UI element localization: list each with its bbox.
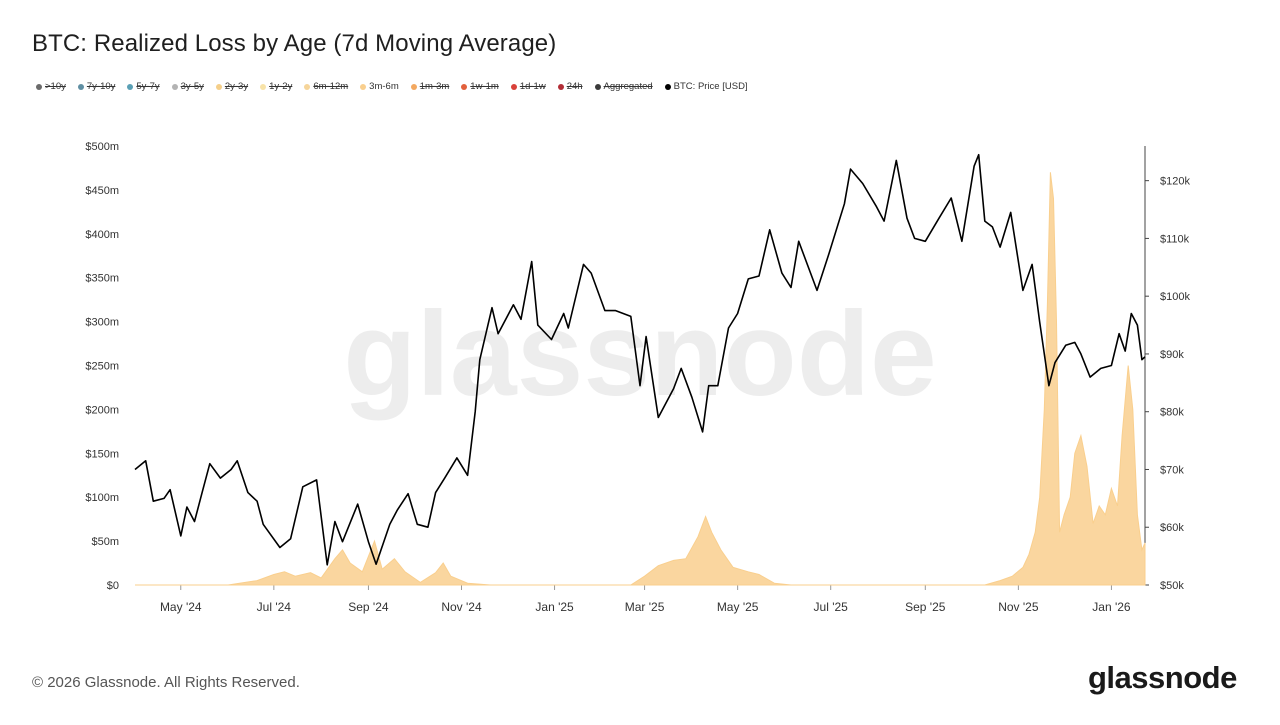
legend-item[interactable]: >10y xyxy=(36,81,66,92)
legend-item[interactable]: 24h xyxy=(557,81,583,92)
legend-dot-icon xyxy=(36,83,42,90)
y-left-tick-label: $0 xyxy=(107,580,119,592)
legend-item[interactable]: 1d-1w xyxy=(510,81,546,92)
legend-item[interactable]: 2y-3y xyxy=(215,81,249,92)
legend-label: 24h xyxy=(566,81,583,92)
legend-dot-icon xyxy=(510,83,517,90)
legend-item[interactable]: Aggregated xyxy=(594,81,653,92)
x-tick-label: Jul '24 xyxy=(257,600,292,614)
x-tick-label: Jul '25 xyxy=(814,600,849,614)
y-right-tick-label: $90k xyxy=(1160,349,1184,361)
legend-label: 3y-5y xyxy=(180,81,204,92)
legend-dot-icon xyxy=(77,83,84,90)
watermark-text: glassnode xyxy=(343,287,937,421)
legend-dot-icon xyxy=(360,83,367,90)
legend-item[interactable]: 3m-6m xyxy=(360,81,399,92)
y-left-tick-label: $350m xyxy=(85,273,119,285)
y-left-tick-label: $100m xyxy=(85,492,119,504)
legend-dot-icon xyxy=(171,83,178,90)
y-right-tick-label: $80k xyxy=(1160,407,1184,419)
legend-item[interactable]: 7y-10y xyxy=(77,81,116,92)
x-tick-label: Nov '24 xyxy=(441,600,482,614)
y-right-tick-label: $70k xyxy=(1160,464,1184,476)
legend-dot-icon xyxy=(304,83,311,90)
legend-item[interactable]: 1w-1m xyxy=(461,81,499,92)
legend-dot-icon xyxy=(410,83,417,90)
y-right-tick-label: $110k xyxy=(1160,233,1190,245)
copyright-footer: © 2026 Glassnode. All Rights Reserved. xyxy=(32,674,300,691)
y-left-tick-label: $400m xyxy=(85,229,119,241)
legend-dot-icon xyxy=(127,83,134,90)
x-tick-label: May '24 xyxy=(160,600,202,614)
y-left-tick-label: $300m xyxy=(85,317,119,329)
x-tick-label: Mar '25 xyxy=(625,600,665,614)
legend-item[interactable]: 1y-2y xyxy=(260,81,292,92)
legend-item[interactable]: 1m-3m xyxy=(410,81,450,92)
y-right-tick-label: $50k xyxy=(1160,580,1184,592)
legend-label: 1y-2y xyxy=(269,81,293,92)
legend-dot-icon xyxy=(260,83,267,90)
legend-dot-icon xyxy=(594,83,601,90)
y-left-tick-label: $150m xyxy=(85,448,119,460)
legend-label: 2y-3y xyxy=(224,81,249,92)
legend-label: 1m-3m xyxy=(419,81,450,92)
chart-title: BTC: Realized Loss by Age (7d Moving Ave… xyxy=(32,30,557,57)
legend-label: BTC: Price [USD] xyxy=(673,81,748,92)
legend-dot-icon xyxy=(557,83,564,90)
x-tick-label: Jan '25 xyxy=(535,600,574,614)
y-left-tick-label: $200m xyxy=(85,404,119,416)
legend-item[interactable]: BTC: Price [USD] xyxy=(664,81,748,92)
legend-item[interactable]: 6m-12m xyxy=(304,81,348,92)
x-tick-label: Jan '26 xyxy=(1092,600,1131,614)
legend-label: 5y-7y xyxy=(136,81,160,92)
series-line-btc-price xyxy=(134,153,1146,566)
x-tick-label: Nov '25 xyxy=(998,600,1039,614)
y-right-tick-label: $60k xyxy=(1160,522,1184,534)
legend-dot-icon xyxy=(664,83,671,90)
legend-item[interactable]: 3y-5y xyxy=(171,81,204,92)
y-right-tick-label: $100k xyxy=(1160,291,1190,303)
y-left-tick-label: $50m xyxy=(91,536,119,548)
legend-label: 1w-1m xyxy=(470,81,499,92)
y-left-tick-label: $250m xyxy=(85,361,119,373)
x-tick-label: May '25 xyxy=(717,600,759,614)
y-right-tick-label: $120k xyxy=(1160,176,1190,188)
legend-label: 1d-1w xyxy=(519,81,546,92)
legend-label: 6m-12m xyxy=(313,81,349,92)
y-left-tick-label: $500m xyxy=(85,141,119,153)
legend-label: Aggregated xyxy=(603,81,653,92)
y-left-tick-label: $450m xyxy=(85,185,119,197)
x-tick-label: Sep '24 xyxy=(348,600,389,614)
legend-label: 7y-10y xyxy=(86,81,116,92)
legend-dot-icon xyxy=(215,83,222,90)
legend-label: 3m-6m xyxy=(369,81,399,92)
legend: >10y 7y-10y 5y-7y 3y-5y 2y-3y 1y-2y 6m-12m 3m-6… xyxy=(36,81,760,92)
series-area-3m-6m xyxy=(135,172,1146,586)
legend-label: >10y xyxy=(45,81,66,92)
legend-item[interactable]: 5y-7y xyxy=(127,81,160,92)
legend-dot-icon xyxy=(461,83,468,90)
brand-logo: glassnode xyxy=(1088,660,1237,695)
x-tick-label: Sep '25 xyxy=(905,600,946,614)
